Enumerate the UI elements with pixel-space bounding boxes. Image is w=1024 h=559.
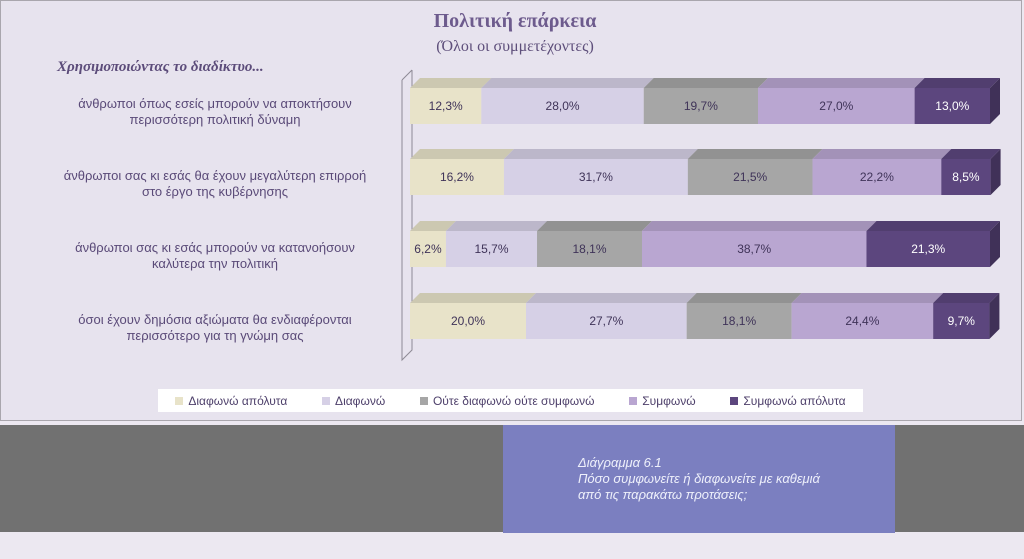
data-label: 18,1% (722, 314, 756, 328)
bar-top-face (914, 78, 1000, 88)
bar-segment (914, 88, 990, 124)
bar-side-face (990, 149, 1001, 195)
category-label: όσοι έχουν δημόσια αξιώματα θα ενδιαφέρο… (78, 312, 352, 343)
bar-segment (642, 231, 867, 267)
bar-top-face (410, 78, 492, 88)
legend-item: Διαφωνώ απόλυτα (175, 394, 287, 408)
bar-segment (812, 159, 942, 195)
bar-top-face (445, 221, 548, 231)
legend-swatch (175, 396, 184, 405)
data-label: 27,0% (819, 99, 853, 113)
bar-segment (410, 303, 526, 339)
bar-top-face (686, 293, 802, 303)
bar-top-face (758, 78, 925, 88)
bar-segment (791, 303, 934, 339)
chart-title: Πολιτική επάρκεια (433, 10, 597, 32)
bar-segment (410, 231, 446, 267)
data-label: 28,0% (546, 99, 580, 113)
bar-top-face (866, 221, 1000, 231)
legend-swatch (629, 396, 638, 405)
data-label: 24,4% (845, 314, 879, 328)
bar-top-face (537, 221, 652, 231)
bar-top-face (812, 149, 952, 159)
chart-subtitle: (Όλοι οι συμμετέχοντες) (436, 38, 594, 55)
bar-side-face (990, 221, 1000, 267)
data-label: 20,0% (451, 314, 485, 328)
data-label: 13,0% (935, 99, 969, 113)
bar-top-face (791, 293, 944, 303)
bar-segment (410, 159, 504, 195)
bar-top-face (410, 221, 456, 231)
caption-box: Διάγραμμα 6.1 Πόσο συμφωνείτε ή διαφωνεί… (503, 425, 895, 533)
caption-line: Διάγραμμα 6.1 (578, 455, 662, 470)
data-label: 8,5% (952, 170, 980, 184)
bar-top-face (526, 293, 697, 303)
data-label: 9,7% (948, 314, 976, 328)
data-label: 15,7% (474, 242, 508, 256)
legend: Διαφωνώ απόλυτα Διαφωνώ Ούτε διαφωνώ ούτ… (158, 389, 863, 412)
data-label: 21,3% (911, 242, 945, 256)
data-label: 16,2% (440, 170, 474, 184)
data-label: 22,2% (860, 170, 894, 184)
caption-line: Πόσο συμφωνείτε ή διαφωνείτε με καθεμιά (578, 471, 820, 486)
bar-top-face (687, 149, 823, 159)
bar-top-face (410, 293, 536, 303)
data-label: 38,7% (737, 242, 771, 256)
bar-segment (866, 231, 990, 267)
bar-segment (537, 231, 642, 267)
bar-side-face (990, 78, 1000, 124)
legend-item: Διαφωνώ (322, 394, 385, 408)
bar-segment (503, 159, 688, 195)
data-label: 18,1% (572, 242, 606, 256)
bar-segment (445, 231, 538, 267)
bar-top-face (941, 149, 1001, 159)
category-label: άνθρωποι σας κι εσάς μπορούν να κατανοήσ… (75, 240, 355, 271)
category-heading: Χρησιμοποιώντας το διαδίκτυο... (57, 59, 264, 75)
bar-top-face (481, 78, 654, 88)
bar-segment (481, 88, 644, 124)
legend-swatch (322, 396, 331, 405)
data-label: 12,3% (429, 99, 463, 113)
bar-segment (643, 88, 758, 124)
bar-top-face (503, 149, 698, 159)
bar-segment (941, 159, 991, 195)
bar-top-face (642, 221, 877, 231)
data-label: 21,5% (733, 170, 767, 184)
category-label: άνθρωποι σας κι εσάς θα έχουν μεγαλύτερη… (63, 168, 367, 199)
bar-top-face (410, 149, 514, 159)
legend-swatch (730, 396, 739, 405)
category-label: άνθρωποι όπως εσείς μπορούν να αποκτήσου… (78, 96, 352, 127)
bar-segment (686, 303, 792, 339)
data-label: 31,7% (579, 170, 613, 184)
caption-line: από τις παρακάτω προτάσεις; (578, 487, 748, 502)
data-label: 6,2% (414, 242, 442, 256)
bar-segment (687, 159, 813, 195)
bar-top-face (933, 293, 1000, 303)
axis-line (401, 69, 413, 362)
bar-side-face (989, 293, 1000, 339)
chart-panel (0, 0, 1022, 421)
bar-segment (933, 303, 990, 339)
legend-swatch (419, 396, 428, 405)
bar-segment (758, 88, 915, 124)
bar-top-face (643, 78, 768, 88)
bar-segment (410, 88, 482, 124)
legend-item: Συμφωνώ (629, 394, 696, 408)
bar-segment (526, 303, 687, 339)
data-label: 19,7% (684, 99, 718, 113)
legend-item: Συμφωνώ απόλυτα (730, 394, 846, 408)
stacked-bar-chart: 12,3% 28,0% 19,7% 27,0% 13,0% 16,2% 31,7% 21,5%… (401, 69, 1001, 362)
legend-item: Ούτε διαφωνώ ούτε συμφωνώ (419, 394, 594, 408)
data-label: 27,7% (589, 314, 623, 328)
